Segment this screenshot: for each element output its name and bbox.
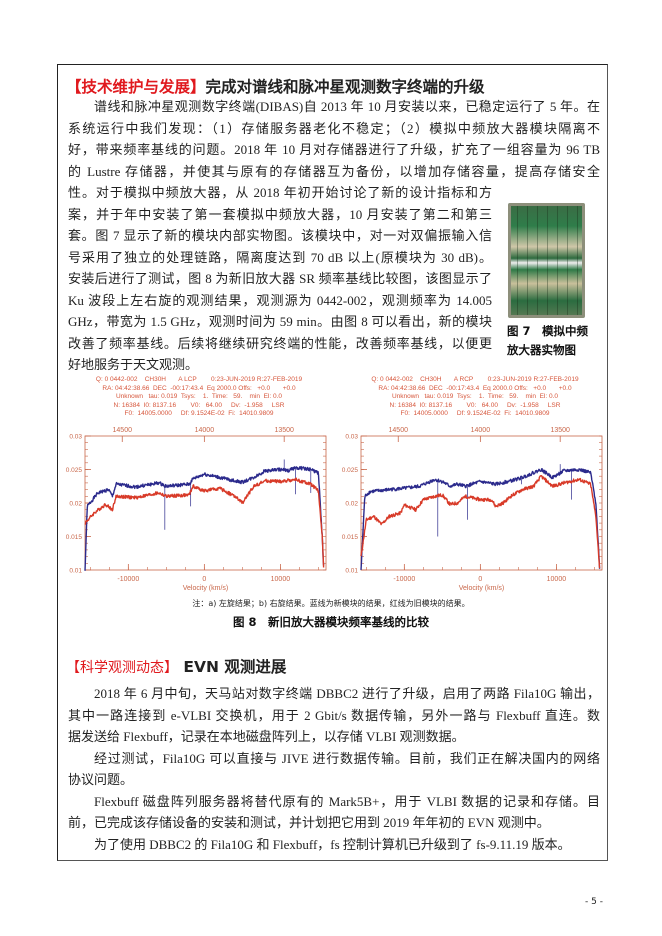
header-line: F0: 14005.0000 Df: 9.1524E-02 Fi: 14010.… [124, 410, 274, 418]
text-line: 安装后进行了测试，图 8 为新旧放大器 SR 频率基线比较图，该图显示了 [68, 271, 492, 286]
text-line: 协议问题。 [68, 772, 134, 787]
y-tick-label: 0.02 [345, 501, 358, 508]
series-line-old-module [84, 477, 325, 568]
figure7-caption: 图 7 模拟中频放大器实物图 [507, 324, 589, 357]
header-line: N: 16384 I0: 8137.16 V0: 64.00 Dv: -1.95… [113, 401, 285, 409]
section2-tag: 【科学观测动态】 [66, 660, 178, 676]
text-line: 2018 年 6 月中旬，天马站对数字终端 DBBC2 进行了升级，启用了两路 … [94, 686, 600, 701]
top-tick-label: 13500 [550, 427, 570, 434]
text-line: 案，并于年中安装了第一套模拟中频放大器，10 月安装了第二和第三 [68, 206, 492, 222]
series-line-new-module [84, 465, 325, 571]
text-line: 据发送给 Flexbuff，记录在本地磁盘阵列上，以存储 VLBI 观测数据。 [68, 729, 465, 744]
chart-lcp-header: Q: 0 0442-002 CH30H A LCP 0:23-JUN-2019 … [58, 376, 340, 419]
text-line: 经过测试，Fila10G 可以直接与 JIVE 进行数据传输。目前，我们正在解决… [94, 750, 600, 766]
text-line: 号采用了独立的处理链路，隔离度达到 70 dB 以上(原模块为 30 dB)。 [68, 249, 492, 265]
text-line: GHz，带宽为 1.5 GHz，观测时间为 59 min。由图 8 可以看出，新… [68, 314, 492, 329]
y-tick-label: 0.015 [342, 534, 359, 541]
header-line: Q: 0 0442-002 CH30H A RCP 0:23-JUN-2019 … [371, 376, 579, 383]
chart-rcp-plot: -10000 0 10000 0.01 0.015 0.02 0.025 0.03 14500 1… [342, 427, 603, 592]
chart-lcp: Q: 0 0442-002 CH30H A LCP 0:23-JUN-2019 … [58, 374, 340, 596]
page-number: - 5 - [585, 897, 603, 907]
amplifier-module-photo [508, 203, 585, 318]
header-line: F0: 14005.0000 Df: 9.1524E-02 Fi: 14010.… [400, 410, 550, 418]
plot-frame [84, 435, 327, 571]
text-line: 好，带来频率基线的问题。2018 年 10 月对存储器进行了升级，扩充了一组容量… [68, 142, 600, 157]
section1-title: 完成对谱线和脉冲星观测数字终端的升级 [205, 78, 485, 96]
text-line: 性。对于模拟中频放大器，从 2018 年初开始讨论了新的设计指标和方 [68, 185, 492, 200]
text-line: 前，已完成该存储设备的安装和测试，并计划把它用到 2019 年年初的 EVN 观… [68, 815, 550, 830]
text-line: Ku 波段上左右旋的观测结果，观测源为 0442-002，观测频率为 14.00… [68, 292, 492, 308]
section2-body: 2018 年 6 月中旬，天马站对数字终端 DBBC2 进行了升级，启用了两路 … [68, 683, 600, 855]
y-tick-label: 0.02 [69, 501, 82, 508]
figure8-caption: 图 8 新旧放大器模块频率基线的比较 [232, 615, 429, 629]
figure8-note: 注：a) 左旋结果；b) 右旋结果。蓝线为新模块的结果，红线为旧模块的结果。 [192, 599, 470, 608]
y-tick-label: 0.025 [66, 467, 83, 474]
x-axis-label: Velocity (km/s) [183, 585, 229, 592]
chart-rcp: Q: 0 0442-002 CH30H A RCP 0:23-JUN-2019 … [334, 374, 616, 596]
series-line-new-module [360, 468, 601, 570]
text-line: 改善了频率基线。后续将继续研究终端的性能，改善频率基线，以便更 [68, 335, 492, 351]
x-axis-label: Velocity (km/s) [459, 585, 505, 592]
x-tick-label: 0 [202, 576, 206, 583]
header-line: RA: 04:42:38.66 DEC -00:17:43.4 Eq 2000.… [378, 384, 572, 392]
top-tick-label: 14500 [389, 427, 409, 434]
header-line: RA: 04:42:38.66 DEC -00:17:43.4 Eq 2000.… [102, 384, 296, 392]
top-tick-label: 13500 [274, 427, 294, 434]
y-tick-label: 0.03 [69, 434, 82, 441]
section1-body: 谱线和脉冲星观测数字终端(DIBAS)自 2013 年 10 月安装以来，已稳定… [68, 96, 600, 376]
series-line-old-module [360, 475, 601, 569]
x-tick-label: -10000 [393, 576, 415, 583]
top-tick-label: 14500 [113, 427, 133, 434]
x-tick-label: 0 [478, 576, 482, 583]
top-tick-label: 14000 [471, 427, 491, 434]
text-line: 为了使用 DBBC2 的 Fila10G 和 Flexbuff，fs 控制计算机… [94, 836, 571, 852]
chart-lcp-plot: -10000 0 10000 0.01 0.015 0.02 0.025 0.03 14500 1… [66, 427, 327, 592]
header-line: Q: 0 0442-002 CH30H A LCP 0:23-JUN-2019 … [95, 376, 303, 383]
top-tick-label: 14000 [195, 427, 215, 434]
content-frame [57, 64, 608, 861]
y-tick-label: 0.015 [66, 534, 83, 541]
y-tick-label: 0.01 [345, 568, 358, 575]
text-line: 套。图 7 显示了新的模块内部实物图。该模块中，对一对双偏振输入信 [68, 228, 492, 243]
x-tick-label: -10000 [117, 576, 139, 583]
section2-heading: 【科学观测动态】 EVN 观测进展 [66, 655, 286, 677]
plot-frame [360, 435, 603, 571]
chart-rcp-header: Q: 0 0442-002 CH30H A RCP 0:23-JUN-2019 … [334, 376, 616, 419]
y-tick-label: 0.01 [69, 568, 82, 575]
text-line: 谱线和脉冲星观测数字终端(DIBAS)自 2013 年 10 月安装以来，已稳定… [94, 99, 600, 114]
text-line: 好地服务于天文观测。 [68, 357, 199, 372]
section1-heading: 【技术维护与发展】完成对谱线和脉冲星观测数字终端的升级 [66, 75, 485, 97]
header-line: Unknown tau: 0.019 Tsys: 1. Time: 59. mi… [391, 393, 559, 401]
header-line: Unknown tau: 0.019 Tsys: 1. Time: 59. mi… [115, 393, 283, 401]
text-line: 其中一路连接到 e-VLBI 交换机，用于 2 Gbit/s 数据传输，另外一路… [68, 707, 600, 723]
text-line: Flexbuff 磁盘阵列服务器将替代原有的 Mark5B+，用于 VLBI 数… [94, 793, 600, 809]
x-tick-label: 10000 [547, 576, 567, 583]
text-line: 系统运行中我们发现：（1）存储服务器老化不稳定；（2）模拟中频放大器模块隔离不 [68, 120, 600, 136]
section2-title: EVN 观测进展 [178, 658, 287, 676]
y-tick-label: 0.03 [345, 434, 358, 441]
y-tick-label: 0.025 [342, 467, 359, 474]
text-line: 的 Lustre 存储器，并使其与原有的存储器互为备份，以增加存储容量，提高存储… [68, 163, 600, 179]
header-line: N: 16384 I0: 8137.16 V0: 64.00 Dv: -1.95… [389, 401, 561, 409]
x-tick-label: 10000 [271, 576, 291, 583]
section1-tag: 【技术维护与发展】 [66, 78, 206, 96]
